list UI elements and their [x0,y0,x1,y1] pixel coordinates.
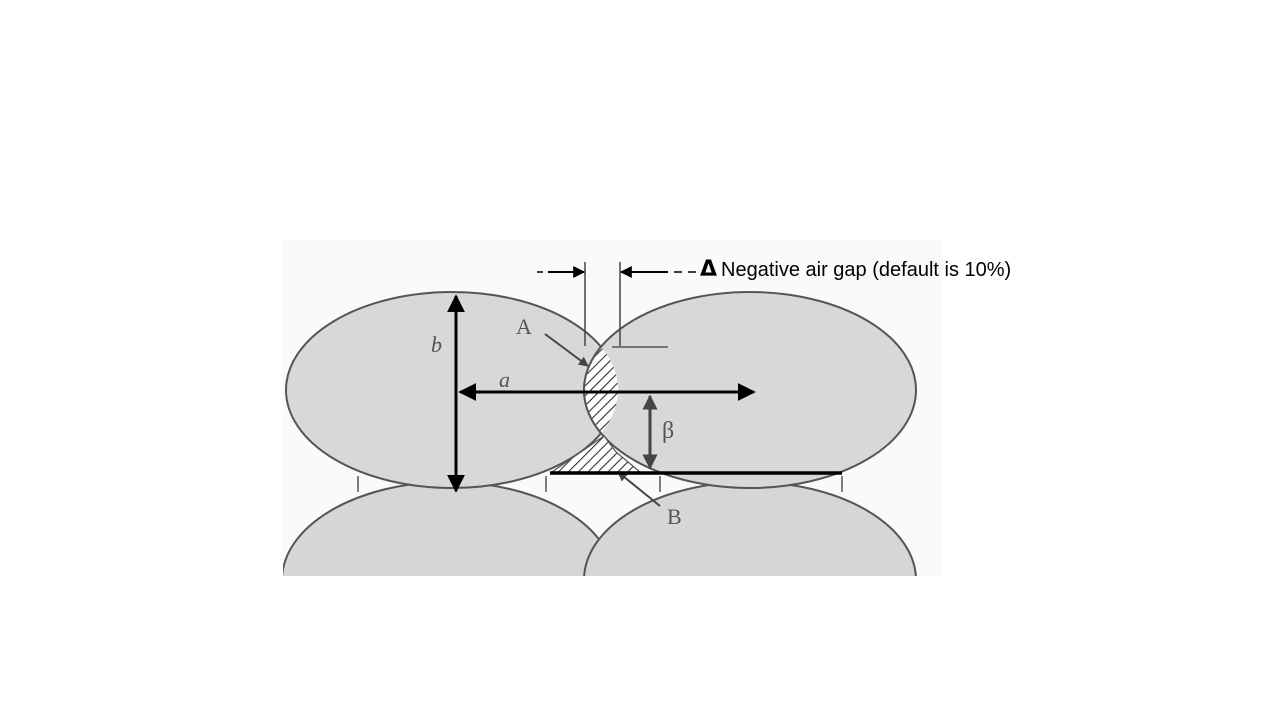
label-b-dimension: b [431,332,442,357]
pointer-a [544,333,589,367]
label-a-dimension: a [499,367,510,392]
label-b-region: B [667,504,682,529]
strand-top-left [285,291,619,489]
strand-bottom-right [583,481,917,576]
label-beta: β [662,418,674,444]
strand-bottom-left [283,481,615,576]
caption-text: Negative air gap (default is 10%) [721,259,1012,281]
delta-symbol: Δ [700,257,718,282]
overlap-region-a-edge [583,292,618,488]
negative-air-gap-caption: Δ Negative air gap (default is 10%) [700,256,1011,284]
pointer-b [617,471,661,507]
label-a-region: A [516,314,532,339]
strand-top-right [583,291,917,489]
